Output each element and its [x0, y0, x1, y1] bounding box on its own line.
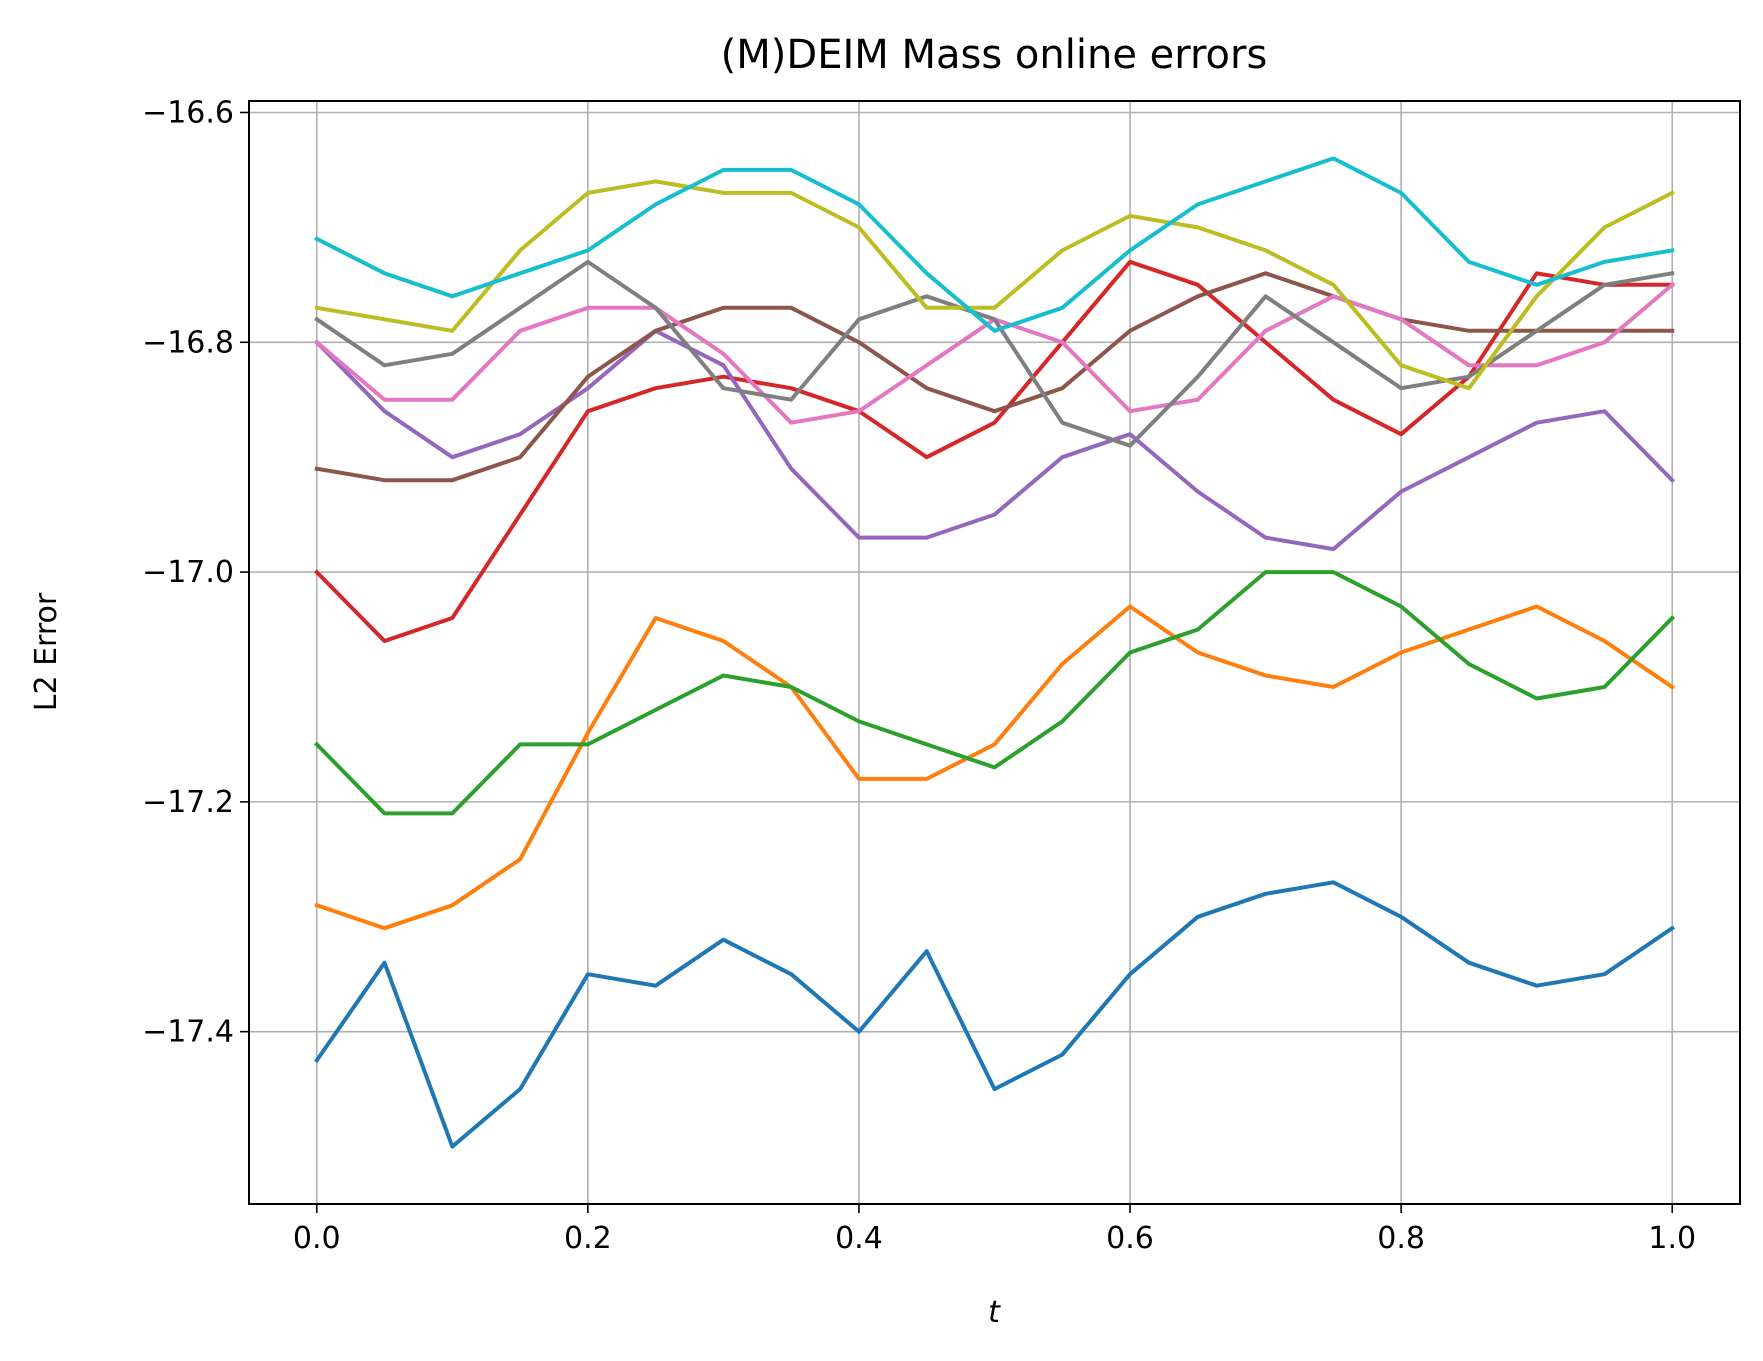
series-line-10 [314, 156, 1675, 333]
x-tick-label: 0.8 [1377, 1221, 1425, 1256]
y-tick-label: −17.2 [142, 785, 234, 820]
x-tick-label: 0.6 [1106, 1221, 1154, 1256]
series-line-4 [313, 259, 1675, 643]
series-line-2 [314, 604, 1675, 931]
series-line-6 [314, 271, 1675, 483]
axis-ticks: 0.0 0.2 0.4 0.6 0.8 1.0 −17.4 −17.2 −17.0 −16.8 −1… [142, 95, 1696, 1256]
y-tick-label: −17.4 [142, 1015, 234, 1050]
chart-title: (M)DEIM Mass online errors [721, 32, 1268, 78]
series-line-5 [313, 328, 1676, 552]
y-tick-label: −17.0 [142, 555, 234, 590]
x-tick-label: 0.0 [293, 1221, 341, 1256]
series-line-3 [313, 570, 1676, 816]
x-axis-label: t [988, 1295, 1001, 1330]
series-line-9 [314, 179, 1675, 391]
series-lines [313, 156, 1676, 1149]
x-tick-label: 1.0 [1648, 1221, 1696, 1256]
y-axis-label: L2 Error [29, 592, 64, 711]
x-tick-label: 0.2 [564, 1221, 612, 1256]
axes-frame [248, 100, 1741, 1205]
y-tick-label: −16.6 [142, 95, 234, 130]
y-tick-label: −16.8 [142, 325, 234, 360]
x-tick-label: 0.4 [835, 1221, 883, 1256]
series-line-1 [314, 880, 1675, 1149]
